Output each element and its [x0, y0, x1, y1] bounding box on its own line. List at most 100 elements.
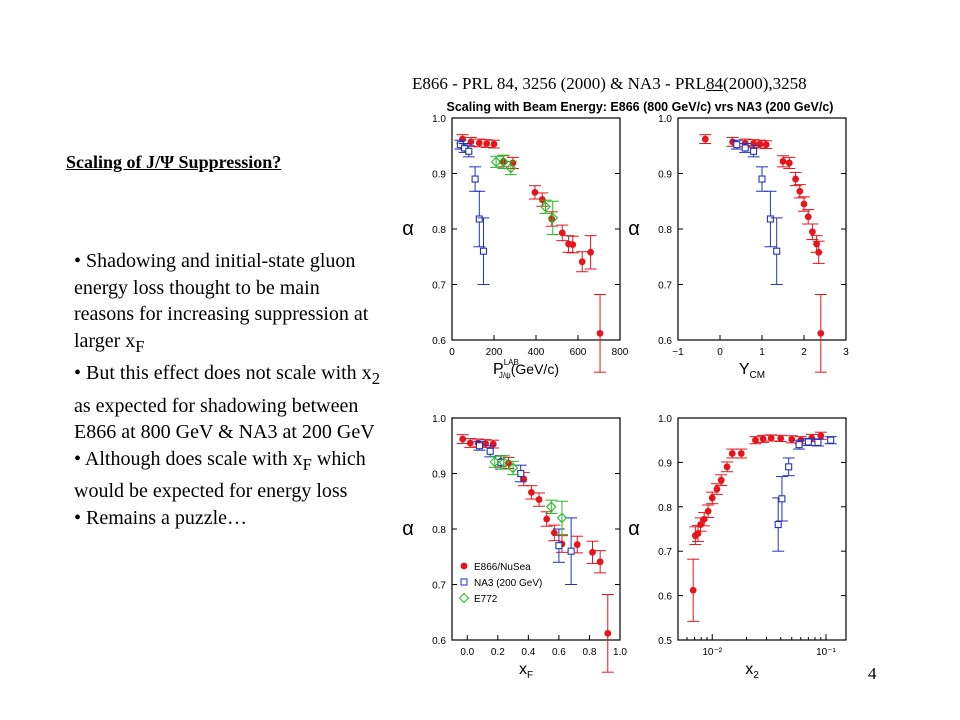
legend-label: E772 [474, 594, 498, 605]
data-point [490, 156, 502, 168]
data-point [689, 586, 697, 594]
data-point [596, 329, 604, 337]
data-point [795, 441, 803, 449]
y-tick-label: 0.7 [658, 281, 672, 292]
y-tick-label: 1.0 [658, 114, 672, 125]
x-tick-label: 10⁻² [702, 647, 722, 658]
data-point [466, 439, 474, 447]
x-tick-label: 0.8 [583, 647, 597, 658]
x-tick-label: 0.0 [460, 647, 474, 658]
y-tick-label: 0.7 [432, 581, 446, 592]
data-point [573, 541, 581, 548]
x-tick-label: 0.4 [521, 647, 535, 658]
y-tick-label: 0.8 [432, 525, 446, 536]
y-tick-label: 0.8 [658, 503, 672, 514]
chart-panel-2: 0.6 0.7 0.8 0.9 1.0 −1 0 1 2 3 α YCM [628, 114, 849, 381]
y-tick-label: 0.8 [658, 225, 672, 236]
x-tick-label: 0 [449, 347, 455, 358]
data-point [815, 248, 823, 256]
data-point [713, 485, 721, 493]
plot-frame [451, 417, 621, 641]
data-point [704, 507, 712, 515]
data-point [752, 436, 759, 444]
data-point [741, 144, 749, 152]
x-tick-label: 800 [612, 347, 629, 358]
x-tick-label: 3 [843, 347, 849, 358]
data-point [505, 162, 517, 174]
data-point [486, 447, 494, 455]
data-point [717, 476, 725, 484]
chart-legend: E866/NuSea NA3 (200 GeV) E772 [458, 562, 542, 605]
data-point [589, 548, 596, 556]
data-point [482, 440, 489, 447]
y-axis-label: α [628, 218, 640, 240]
y-tick-label: 1.0 [432, 114, 446, 125]
data-point [540, 201, 551, 213]
slide-title: Scaling of J/Ψ Suppression? [66, 152, 282, 172]
page-number: 4 [868, 664, 877, 683]
x-tick-label: 0.6 [552, 647, 566, 658]
data-point [767, 434, 775, 442]
data-point [596, 558, 604, 566]
data-point [758, 175, 766, 183]
data-point [777, 435, 785, 442]
data-point [567, 547, 575, 555]
bullet-list: • Shadowing and initial-state gluon ener… [74, 248, 384, 531]
data-point [543, 515, 551, 523]
bullet-item: • But this effect does not scale with x2… [74, 362, 381, 443]
chart-panel-3: 0.6 0.7 0.8 0.9 1.0 0.0 0.2 0.4 0.6 0.8 1.0 α xF E866… [402, 414, 627, 681]
bullet-item: • Remains a puzzle… [74, 506, 248, 529]
data-point [578, 258, 586, 266]
reference-prefix: E866 - PRL 84, 3256 (2000) & NA3 - PRL [412, 74, 707, 93]
y-axis-label: α [628, 518, 640, 540]
data-point [556, 512, 568, 524]
y-tick-label: 0.7 [658, 547, 672, 558]
x-axis-label: YCM [739, 361, 765, 381]
data-point [498, 457, 510, 468]
legend-marker [460, 578, 468, 586]
y-axis-label: α [402, 518, 414, 540]
data-point [785, 159, 793, 167]
data-point [766, 215, 774, 223]
reference-citation: E866 - PRL 84, 3256 (2000) & NA3 - PRL84… [412, 74, 807, 94]
y-tick-label: 0.6 [658, 336, 672, 347]
data-point [547, 212, 559, 224]
data-point [558, 229, 566, 237]
plot-frame [451, 117, 621, 341]
chart-panel-4: 0.5 0.6 0.7 0.8 0.9 1.0 10⁻² 10⁻¹ α x2 [628, 414, 847, 681]
data-point [489, 440, 497, 448]
data-point [545, 501, 557, 513]
data-point [804, 438, 812, 446]
data-point [737, 450, 745, 457]
y-tick-label: 0.9 [658, 170, 672, 181]
data-point [475, 215, 483, 223]
data-point [814, 438, 822, 446]
y-tick-label: 1.0 [432, 414, 446, 425]
data-point [538, 196, 546, 203]
data-point [817, 329, 825, 337]
data-point [569, 241, 577, 248]
y-tick-label: 0.9 [432, 470, 446, 481]
data-point [507, 462, 519, 474]
x-axis-label: PLAB J/ψ(GeV/c) [493, 358, 559, 380]
data-point [827, 436, 835, 444]
data-point [774, 521, 782, 529]
data-point [750, 140, 757, 147]
data-point [555, 542, 563, 550]
data-point [483, 140, 491, 147]
data-point [701, 135, 709, 143]
reference-suffix: (2000),3258 [723, 74, 807, 93]
x-tick-label: 0.2 [491, 647, 505, 658]
y-tick-label: 0.7 [432, 281, 446, 292]
figure-title: Scaling with Beam Energy: E866 (800 GeV/… [447, 100, 834, 114]
y-tick-label: 0.5 [658, 636, 672, 647]
y-tick-label: 0.9 [658, 458, 672, 469]
chart-panel-1: 0.6 0.7 0.8 0.9 1.0 0 200 400 600 800 α PLAB J/ψ(GeV… [402, 114, 629, 380]
data-point [517, 469, 525, 478]
data-point [479, 247, 488, 255]
data-point [535, 496, 543, 503]
x-tick-label: 1.0 [613, 647, 627, 658]
y-tick-label: 0.6 [658, 592, 672, 603]
x-tick-label: −1 [672, 347, 684, 358]
